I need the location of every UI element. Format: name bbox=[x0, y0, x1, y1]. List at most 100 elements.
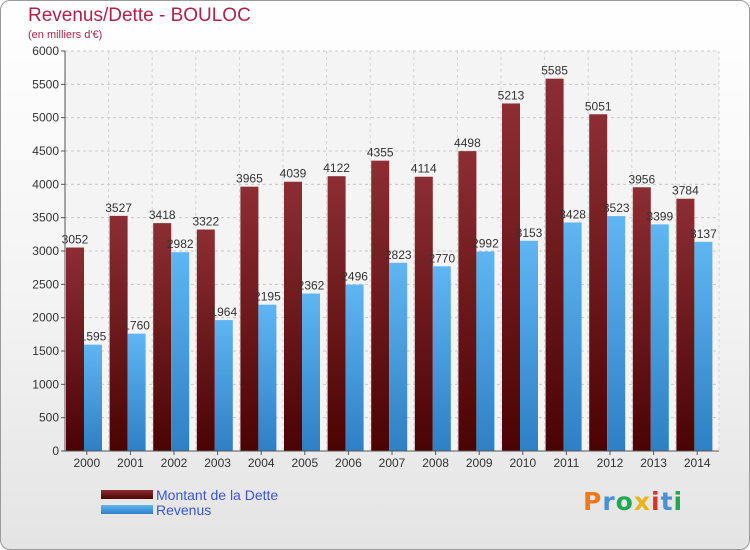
logo-letter: i bbox=[673, 487, 684, 516]
value-label-dette-2000: 3052 bbox=[62, 233, 89, 247]
bar-revenus-2014 bbox=[694, 241, 713, 451]
bar-dette-2002 bbox=[153, 223, 172, 451]
bar-revenus-2003 bbox=[214, 320, 233, 451]
y-tick-label: 6000 bbox=[32, 44, 59, 58]
bar-revenus-2000 bbox=[84, 344, 102, 451]
logo-letter: o bbox=[615, 487, 634, 516]
x-tick-label: 2014 bbox=[684, 456, 711, 470]
x-tick-label: 2003 bbox=[204, 456, 231, 470]
value-label-revenus-2001: 1760 bbox=[123, 319, 150, 333]
y-tick-label: 0 bbox=[52, 444, 59, 458]
bar-dette-2000 bbox=[66, 247, 84, 451]
bar-revenus-2007 bbox=[389, 262, 408, 451]
x-tick-label: 2013 bbox=[640, 456, 667, 470]
bar-revenus-2001 bbox=[127, 333, 146, 451]
value-label-dette-2004: 3965 bbox=[236, 172, 263, 186]
value-label-revenus-2011: 3428 bbox=[559, 207, 586, 221]
value-label-revenus-2002: 2982 bbox=[167, 237, 194, 251]
bar-revenus-2006 bbox=[345, 284, 364, 451]
bar-revenus-2012 bbox=[607, 216, 626, 451]
bar-dette-2013 bbox=[632, 187, 651, 451]
x-tick-label: 2001 bbox=[117, 456, 144, 470]
value-label-dette-2003: 3322 bbox=[192, 215, 219, 229]
x-tick-label: 2008 bbox=[422, 456, 449, 470]
value-label-revenus-2006: 2496 bbox=[341, 270, 368, 284]
x-tick-label: 2000 bbox=[73, 456, 100, 470]
y-tick-label: 5500 bbox=[32, 77, 59, 91]
value-label-dette-2011: 5585 bbox=[541, 64, 568, 78]
bar-dette-2014 bbox=[676, 198, 695, 451]
bar-dette-2011 bbox=[545, 78, 564, 452]
x-tick-label: 2011 bbox=[553, 456, 579, 470]
bar-revenus-2004 bbox=[258, 304, 277, 451]
value-label-revenus-2012: 3523 bbox=[603, 201, 630, 215]
value-label-dette-2012: 5051 bbox=[585, 99, 612, 113]
value-label-revenus-2013: 3399 bbox=[646, 209, 673, 223]
value-label-revenus-2014: 3137 bbox=[690, 227, 717, 241]
y-tick-label: 1000 bbox=[32, 377, 59, 391]
bar-revenus-2008 bbox=[432, 266, 451, 451]
value-label-dette-2002: 3418 bbox=[149, 208, 176, 222]
chart-subtitle: (en milliers d'€) bbox=[28, 29, 103, 41]
bar-dette-2003 bbox=[196, 229, 215, 451]
bar-revenus-2002 bbox=[171, 252, 190, 451]
value-label-revenus-2009: 2992 bbox=[472, 237, 499, 251]
x-tick-label: 2010 bbox=[509, 456, 536, 470]
bar-revenus-2009 bbox=[476, 251, 495, 451]
value-label-dette-2005: 4039 bbox=[280, 167, 307, 181]
bar-dette-2006 bbox=[327, 176, 346, 451]
y-tick-label: 3000 bbox=[32, 244, 59, 258]
x-tick-label: 2012 bbox=[597, 456, 624, 470]
bar-dette-2008 bbox=[414, 176, 433, 451]
bar-dette-2001 bbox=[109, 215, 128, 451]
value-label-revenus-2003: 1964 bbox=[210, 305, 237, 319]
logo-letter: t bbox=[660, 487, 674, 516]
logo-letter: P bbox=[583, 487, 603, 516]
chart-title: Revenus/Dette - BOULOC bbox=[28, 5, 251, 26]
value-label-revenus-2008: 2770 bbox=[428, 251, 455, 265]
x-tick-label: 2005 bbox=[291, 456, 318, 470]
legend-label-dette: Montant de la Dette bbox=[156, 487, 279, 503]
value-label-dette-2001: 3527 bbox=[105, 201, 132, 215]
logo-letter: i bbox=[651, 487, 661, 516]
legend-label-revenus: Revenus bbox=[156, 502, 212, 518]
bar-dette-2010 bbox=[502, 103, 520, 451]
x-tick-label: 2006 bbox=[335, 456, 362, 470]
y-tick-label: 4500 bbox=[32, 144, 59, 158]
legend-swatch-dette bbox=[101, 490, 153, 499]
logo-letter: x bbox=[633, 487, 651, 516]
value-label-dette-2008: 4114 bbox=[411, 162, 437, 176]
bar-dette-2004 bbox=[240, 186, 259, 451]
logo-letter: r bbox=[602, 487, 616, 516]
bar-dette-2005 bbox=[284, 181, 302, 451]
value-label-revenus-2005: 2362 bbox=[298, 279, 325, 293]
value-label-revenus-2007: 2823 bbox=[385, 248, 412, 262]
x-tick-label: 2002 bbox=[161, 456, 188, 470]
legend-swatch-revenus bbox=[101, 505, 153, 514]
value-label-dette-2014: 3784 bbox=[672, 184, 699, 198]
bar-revenus-2013 bbox=[650, 224, 669, 451]
value-label-dette-2006: 4122 bbox=[323, 161, 350, 175]
value-label-revenus-2000: 1595 bbox=[80, 330, 107, 344]
value-label-dette-2009: 4498 bbox=[454, 136, 481, 150]
y-tick-label: 1500 bbox=[32, 344, 59, 358]
bar-revenus-2005 bbox=[302, 293, 320, 451]
bar-dette-2012 bbox=[589, 114, 608, 452]
value-label-dette-2013: 3956 bbox=[628, 172, 655, 186]
bar-dette-2007 bbox=[371, 160, 390, 451]
value-label-dette-2007: 4355 bbox=[367, 146, 394, 160]
y-tick-label: 5000 bbox=[32, 111, 59, 125]
y-tick-label: 2000 bbox=[32, 311, 59, 325]
value-label-revenus-2010: 3153 bbox=[516, 226, 543, 240]
value-label-revenus-2004: 2195 bbox=[254, 290, 281, 304]
y-tick-label: 500 bbox=[39, 411, 59, 425]
x-tick-label: 2004 bbox=[248, 456, 275, 470]
x-tick-label: 2007 bbox=[379, 456, 406, 470]
bar-revenus-2011 bbox=[563, 222, 582, 451]
y-tick-label: 3500 bbox=[32, 211, 59, 225]
bar-dette-2009 bbox=[458, 151, 477, 451]
x-tick-label: 2009 bbox=[466, 456, 493, 470]
proxiti-logo: Proxiti bbox=[583, 487, 683, 516]
